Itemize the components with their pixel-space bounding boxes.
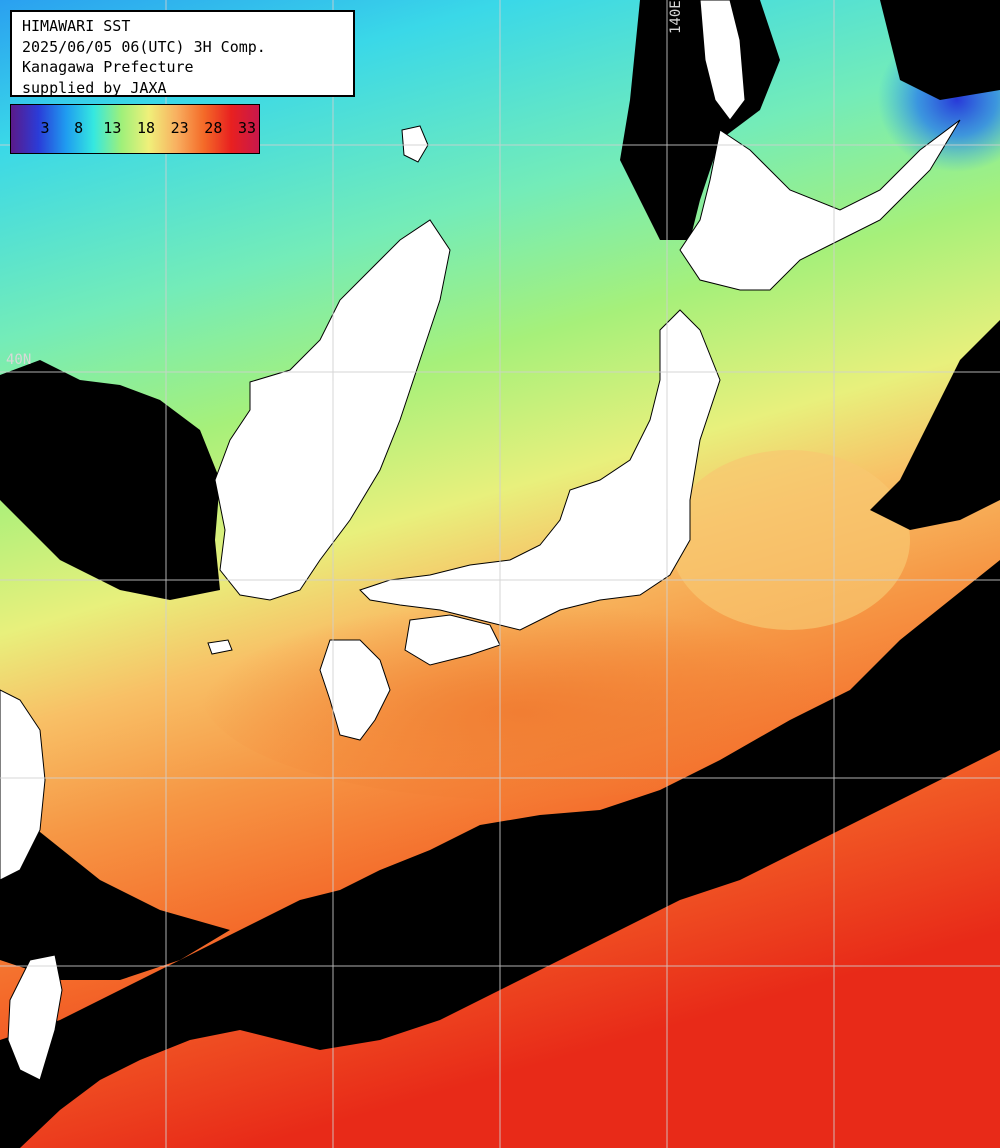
shikoku-island (404, 614, 501, 666)
colorbar-tick-33: 33 (237, 119, 257, 137)
product-title: HIMAWARI SST (22, 17, 131, 35)
colorbar-tick-18: 18 (136, 119, 156, 137)
longitude-label: 140E (668, 0, 684, 34)
sakhalin-island (699, 0, 746, 121)
colorbar-tick-23: 23 (170, 119, 189, 137)
latitude-label: 40N (6, 352, 32, 368)
honshu-island (359, 309, 721, 631)
warm-eddy (670, 450, 910, 630)
kyushu-island (319, 639, 391, 741)
kuroshio-warm-band (200, 580, 840, 800)
region-name: Kanagawa Prefecture (22, 58, 194, 76)
colorbar-tick-13: 13 (103, 119, 122, 137)
taiwan-island (7, 954, 63, 1081)
hokkaido-island (679, 119, 961, 291)
ulleung-island (401, 125, 429, 163)
colorbar-tick-8: 8 (74, 119, 84, 137)
colorbar-tick-28: 28 (204, 119, 223, 137)
temperature-colorbar: 3 8 13 18 23 28 33 (10, 104, 260, 154)
observation-time: 2025/06/05 06(UTC) 3H Comp. (22, 37, 266, 56)
china-coast (0, 689, 46, 881)
colorbar-tick-3: 3 (40, 119, 50, 137)
colorbar-tick-labels: 3 8 13 18 23 28 33 (11, 119, 259, 139)
jeju-island (207, 639, 233, 655)
map-header: HIMAWARI SST 2025/06/05 06(UTC) 3H Comp.… (10, 10, 355, 97)
data-credit: supplied by JAXA (22, 78, 167, 97)
